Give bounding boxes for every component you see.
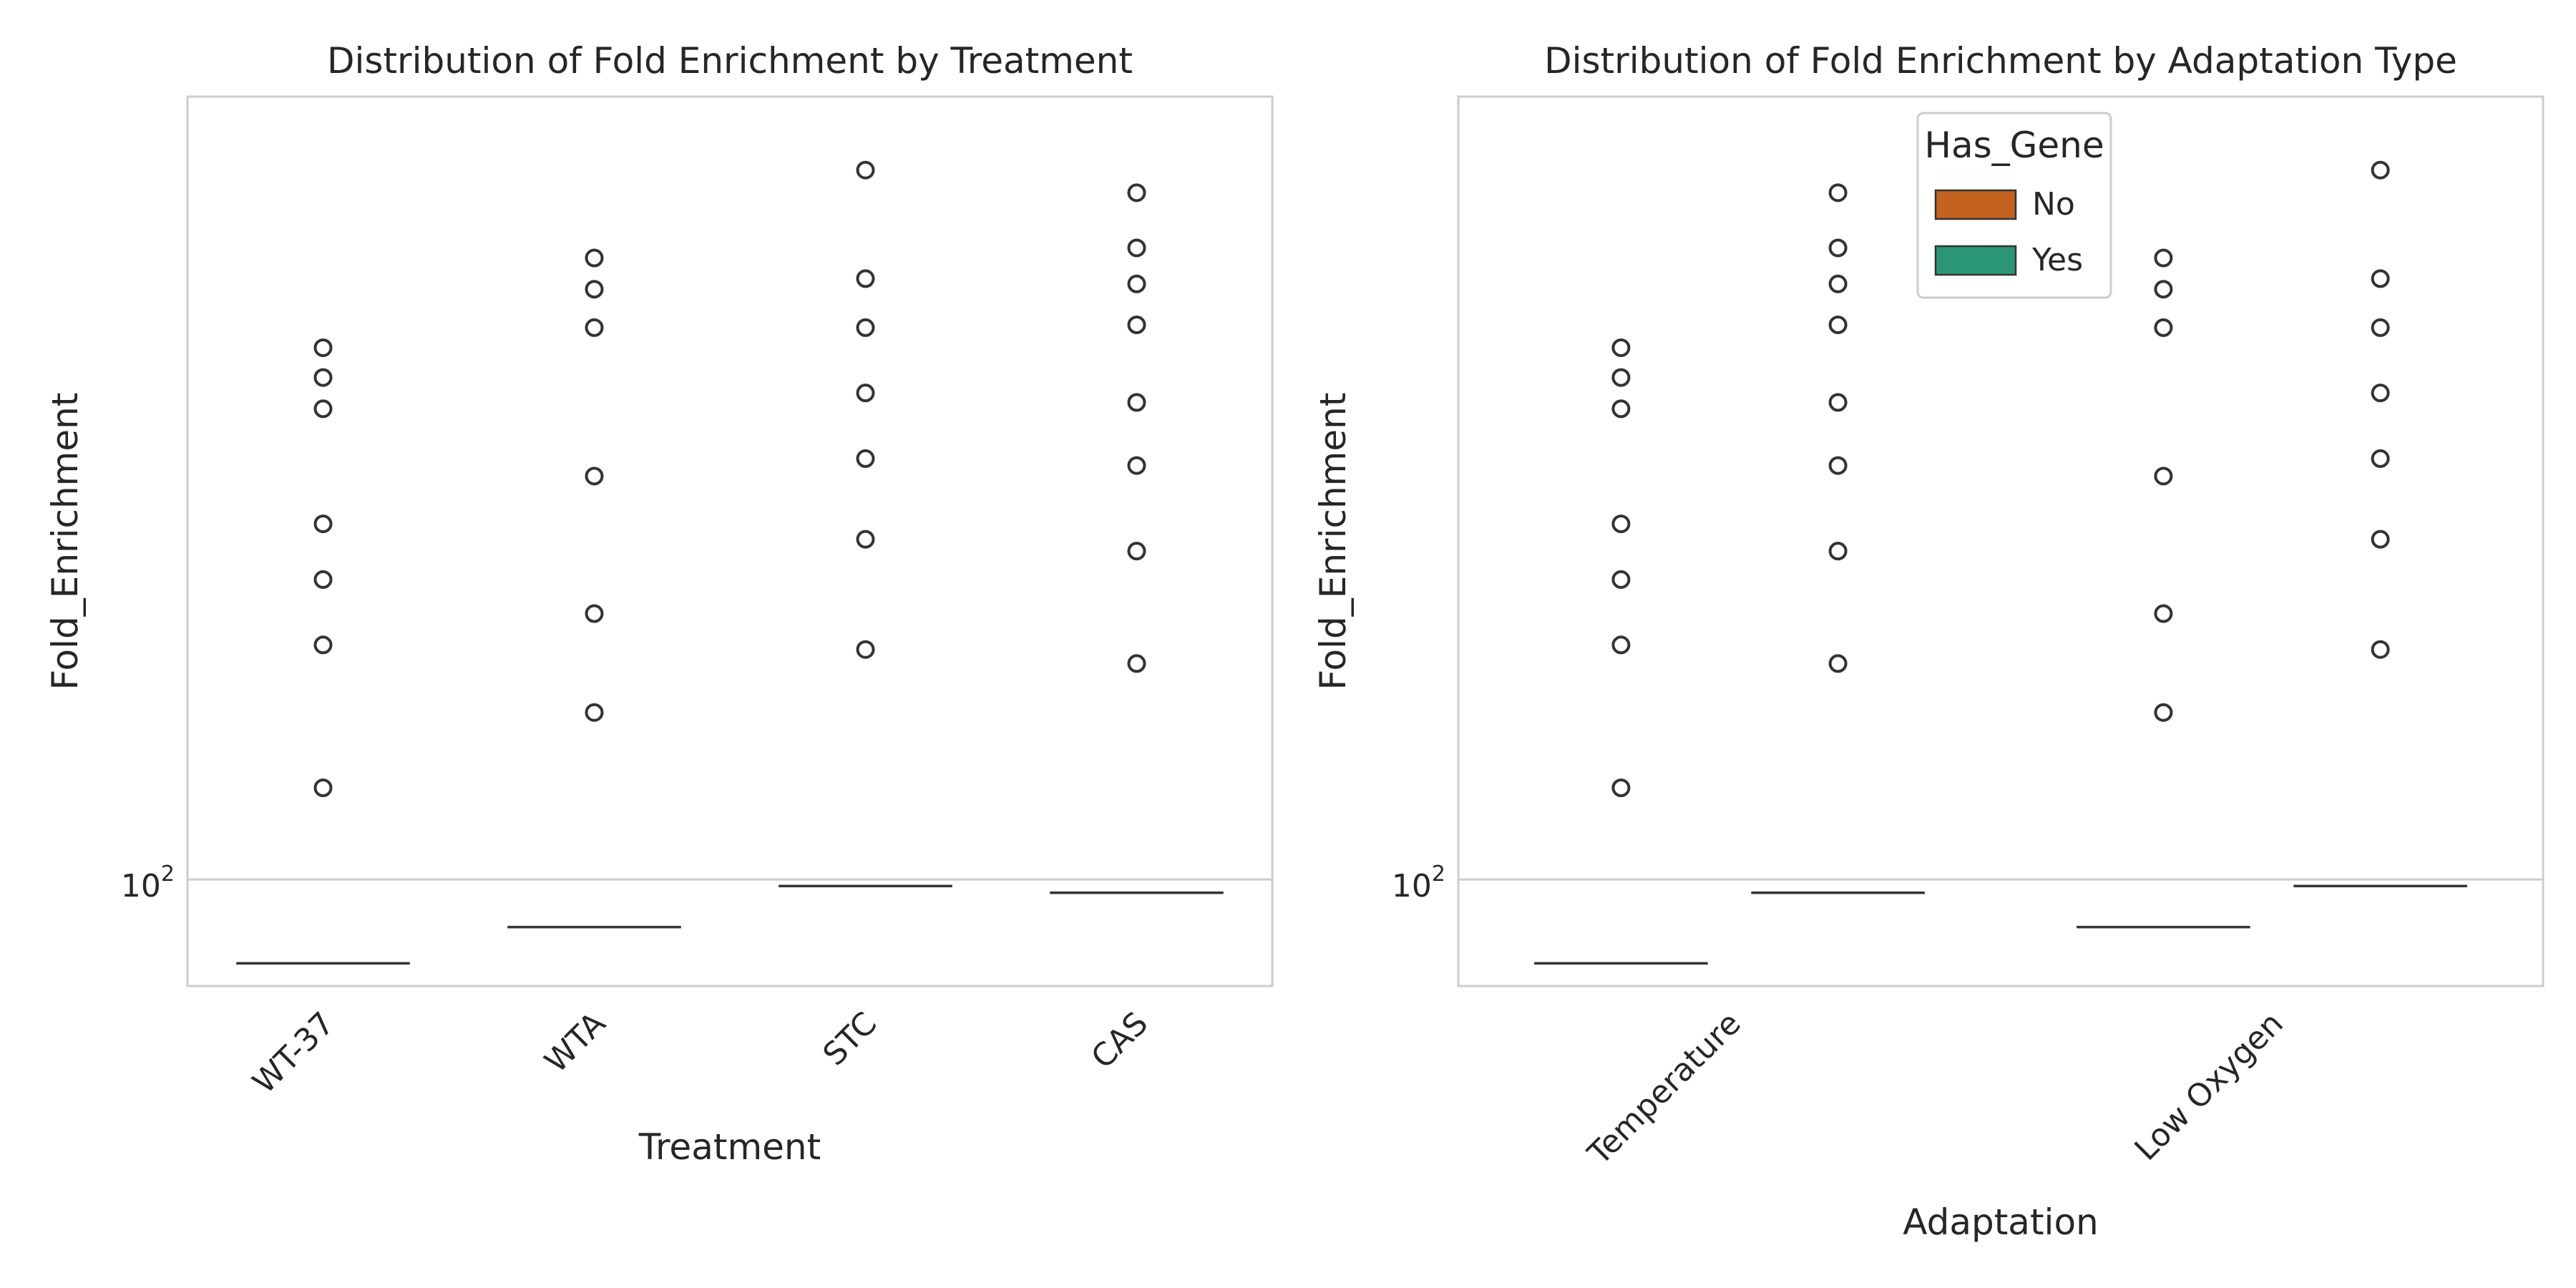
outlier-point bbox=[2154, 703, 2173, 722]
outlier-point bbox=[856, 640, 875, 659]
outlier-point bbox=[1611, 778, 1631, 797]
outlier-point bbox=[585, 318, 604, 337]
outlier-point bbox=[585, 248, 604, 268]
outlier-point bbox=[1828, 456, 1848, 475]
x-axis-label: Adaptation bbox=[1903, 1201, 2098, 1243]
outlier-point bbox=[1127, 183, 1146, 203]
outlier-point bbox=[313, 778, 333, 797]
x-tick-label: CAS bbox=[1084, 1005, 1155, 1076]
outlier-point bbox=[856, 318, 875, 337]
outlier-point bbox=[1828, 183, 1848, 203]
outlier-point bbox=[313, 635, 333, 655]
outlier-point bbox=[2154, 318, 2173, 337]
outlier-point bbox=[1127, 542, 1146, 561]
outlier-point bbox=[1611, 570, 1631, 589]
outlier-point bbox=[313, 570, 333, 589]
x-tick-label: Temperature bbox=[1581, 1005, 1748, 1173]
x-axis-label: Treatment bbox=[638, 1126, 821, 1168]
legend-label: Yes bbox=[2031, 242, 2083, 278]
panel-2: Distribution of Fold Enrichment by Adapt… bbox=[1312, 40, 2545, 1243]
outlier-point bbox=[313, 338, 333, 357]
outlier-point bbox=[1828, 393, 1848, 412]
y-tick-label: 102 bbox=[121, 862, 175, 904]
outlier-point bbox=[1127, 315, 1146, 334]
outlier-point bbox=[1611, 514, 1631, 534]
outlier-point bbox=[856, 449, 875, 468]
outlier-point bbox=[2371, 449, 2390, 468]
outlier-point bbox=[2154, 248, 2173, 268]
legend-swatch-no bbox=[1934, 189, 2017, 220]
plot-frame bbox=[186, 95, 1274, 987]
outlier-point bbox=[856, 384, 875, 403]
outlier-point bbox=[585, 703, 604, 722]
outlier-point bbox=[856, 530, 875, 549]
outlier-point bbox=[1611, 399, 1631, 419]
x-tick-label: Low Oxygen bbox=[2128, 1005, 2290, 1168]
outlier-point bbox=[313, 399, 333, 419]
outlier-point bbox=[1828, 238, 1848, 258]
outlier-point bbox=[2371, 318, 2390, 337]
outlier-point bbox=[1127, 238, 1146, 258]
outlier-point bbox=[2154, 467, 2173, 486]
x-tick-label: WT-37 bbox=[245, 1005, 341, 1101]
x-tick-label: STC bbox=[816, 1005, 884, 1073]
legend-title: Has_Gene bbox=[1924, 125, 2104, 166]
outlier-point bbox=[2154, 280, 2173, 299]
plot-frame bbox=[1457, 95, 2545, 987]
outlier-point bbox=[1828, 315, 1848, 334]
legend-label: No bbox=[2032, 186, 2075, 223]
outlier-point bbox=[313, 368, 333, 387]
outlier-point bbox=[2371, 269, 2390, 288]
outlier-point bbox=[1611, 368, 1631, 387]
outlier-point bbox=[1127, 456, 1146, 475]
outlier-point bbox=[856, 160, 875, 180]
outlier-point bbox=[585, 604, 604, 623]
outlier-point bbox=[585, 280, 604, 299]
y-tick-label: 102 bbox=[1392, 862, 1445, 904]
outlier-point bbox=[1828, 542, 1848, 561]
legend-swatch-yes bbox=[1934, 245, 2017, 276]
outlier-point bbox=[2371, 530, 2390, 549]
x-tick-label: WTA bbox=[538, 1005, 613, 1080]
outlier-point bbox=[1828, 274, 1848, 293]
outlier-point bbox=[856, 269, 875, 288]
panel-1: Distribution of Fold Enrichment by Treat… bbox=[44, 40, 1274, 1168]
y-axis-label: Fold_Enrichment bbox=[1312, 393, 1354, 691]
outlier-point bbox=[1611, 635, 1631, 655]
outlier-point bbox=[1127, 654, 1146, 673]
outlier-point bbox=[2154, 604, 2173, 623]
y-axis-label: Fold_Enrichment bbox=[44, 393, 86, 691]
outlier-point bbox=[1127, 393, 1146, 412]
chart-title: Distribution of Fold Enrichment by Adapt… bbox=[1544, 40, 2457, 82]
outlier-point bbox=[2371, 384, 2390, 403]
chart-title: Distribution of Fold Enrichment by Treat… bbox=[327, 40, 1133, 82]
outlier-point bbox=[2371, 640, 2390, 659]
legend: Has_Gene No Yes bbox=[1916, 112, 2112, 299]
outlier-point bbox=[1828, 654, 1848, 673]
outlier-point bbox=[585, 467, 604, 486]
outlier-point bbox=[313, 514, 333, 534]
outlier-point bbox=[1611, 338, 1631, 357]
outlier-point bbox=[2371, 160, 2390, 180]
outlier-point bbox=[1127, 274, 1146, 293]
